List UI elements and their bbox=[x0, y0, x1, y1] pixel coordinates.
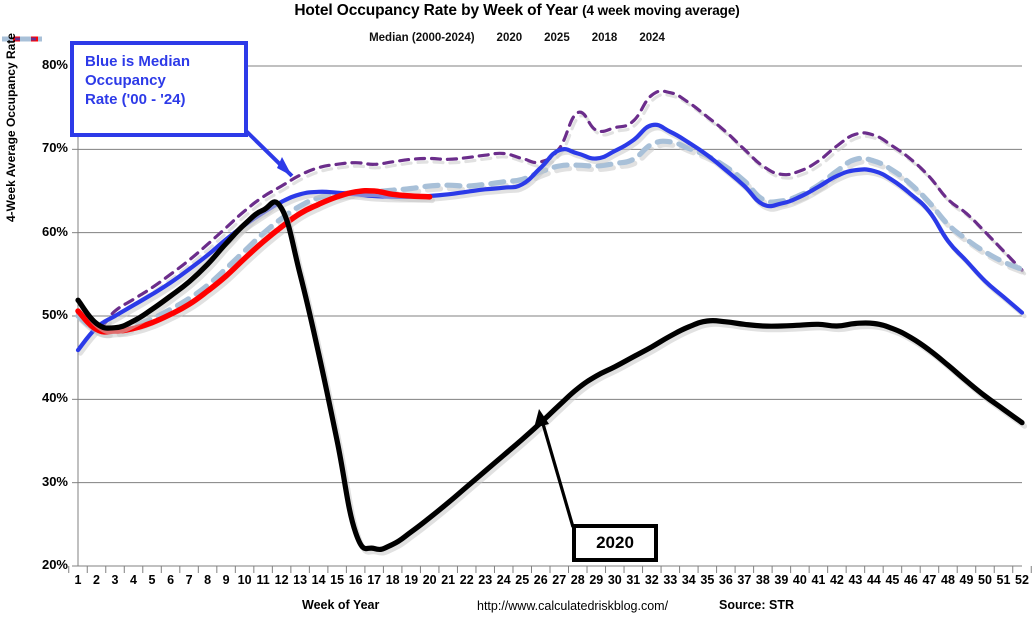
y-tick-label: 30% bbox=[41, 473, 68, 489]
x-tick-label: 20 bbox=[422, 573, 437, 587]
x-tick-label: 8 bbox=[204, 573, 212, 587]
x-tick-label: 3 bbox=[111, 573, 119, 587]
x-tick-label: 24 bbox=[496, 573, 511, 587]
x-tick-label: 47 bbox=[922, 573, 937, 587]
year-callout-label: 2020 bbox=[596, 533, 634, 552]
x-tick-label: 36 bbox=[718, 573, 733, 587]
x-tick-label: 30 bbox=[607, 573, 622, 587]
footer-x-axis-label: Week of Year bbox=[302, 598, 380, 612]
legend-swatch-icon bbox=[2, 36, 42, 42]
chart-title-main: Hotel Occupancy Rate by Week of Year bbox=[294, 2, 583, 19]
x-tick-label: 40 bbox=[792, 573, 807, 587]
y-axis-title: 4-Week Average Occupancy Rate bbox=[4, 33, 18, 222]
y-tick-label: 20% bbox=[41, 557, 68, 572]
x-tick-label: 16 bbox=[348, 573, 363, 587]
legend-label: 2018 bbox=[591, 32, 618, 44]
x-tick-label: 18 bbox=[385, 573, 400, 587]
x-tick-label: 44 bbox=[866, 573, 881, 587]
footer-url: http://www.calculatedriskblog.com/ bbox=[477, 599, 669, 613]
x-tick-label: 28 bbox=[570, 573, 585, 587]
x-tick-label: 2 bbox=[93, 573, 100, 587]
x-tick-label: 49 bbox=[959, 573, 974, 587]
median-callout-line3: Rate ('00 - '24) bbox=[85, 91, 186, 108]
x-tick-label: 39 bbox=[774, 573, 789, 587]
x-tick-label: 37 bbox=[737, 573, 752, 587]
x-tick-label: 9 bbox=[222, 573, 230, 587]
x-tick-label: 26 bbox=[533, 573, 548, 587]
median-callout-arrow bbox=[241, 126, 294, 178]
page-title: Hotel Occupancy Rate by Week of Year (4 … bbox=[0, 2, 1034, 20]
legend-label: 2025 bbox=[544, 32, 570, 44]
chart-title-sub: (4 week moving average) bbox=[582, 3, 740, 18]
series-line-2025 bbox=[75, 187, 433, 335]
legend-label: 2020 bbox=[496, 32, 523, 44]
x-tick-label: 42 bbox=[829, 573, 844, 587]
x-tick-label: 17 bbox=[367, 573, 382, 587]
x-tick-label: 15 bbox=[330, 573, 345, 587]
x-tick-label: 19 bbox=[404, 573, 419, 587]
footer-source: Source: STR bbox=[719, 598, 795, 612]
x-tick-label: 41 bbox=[811, 573, 826, 587]
series-line-2024 bbox=[75, 138, 1025, 335]
x-tick-label: 31 bbox=[626, 573, 641, 587]
x-tick-label: 46 bbox=[903, 573, 918, 587]
x-tick-label: 13 bbox=[293, 573, 308, 587]
x-tick-label: 51 bbox=[996, 573, 1011, 587]
x-tick-label: 4 bbox=[130, 573, 137, 587]
x-tick-label: 27 bbox=[552, 573, 567, 587]
y-tick-label: 70% bbox=[41, 140, 68, 156]
x-tick-label: 43 bbox=[848, 573, 863, 587]
x-tick-label: 1 bbox=[74, 573, 82, 587]
median-callout-box: Blue is Median Occupancy Rate ('00 - '24… bbox=[70, 41, 248, 137]
x-tick-label: 12 bbox=[274, 573, 289, 587]
x-tick-label: 34 bbox=[681, 573, 696, 587]
median-callout-line2: Occupancy bbox=[85, 72, 166, 89]
median-callout-line1: Blue is Median bbox=[85, 53, 191, 70]
x-tick-label: 14 bbox=[311, 573, 326, 587]
x-tick-label: 48 bbox=[941, 573, 955, 587]
year-callout-box: 2020 bbox=[572, 524, 658, 562]
x-tick-label: 11 bbox=[256, 573, 270, 587]
x-tick-label: 29 bbox=[589, 573, 604, 587]
x-tick-label: 10 bbox=[237, 573, 252, 587]
y-tick-label: 40% bbox=[41, 390, 68, 406]
y-tick-label: 60% bbox=[41, 223, 68, 239]
legend-label: 2024 bbox=[639, 32, 665, 44]
x-tick-label: 38 bbox=[755, 573, 770, 587]
x-tick-label: 52 bbox=[1015, 573, 1029, 587]
legend-item-2024[interactable]: 2024 bbox=[2, 32, 665, 44]
x-tick-label: 6 bbox=[167, 573, 175, 587]
chart-legend: Median (2000-2024) 2020 2025 2018 2024 bbox=[0, 32, 1034, 44]
x-tick-label: 32 bbox=[644, 573, 659, 587]
x-tick-label: 21 bbox=[441, 573, 456, 587]
x-tick-label: 50 bbox=[978, 573, 992, 587]
x-tick-label: 35 bbox=[700, 573, 715, 587]
x-tick-label: 45 bbox=[885, 573, 900, 587]
x-tick-label: 23 bbox=[478, 573, 493, 587]
x-tick-label: 7 bbox=[185, 573, 193, 587]
x-tick-label: 25 bbox=[515, 573, 530, 587]
y-tick-label: 80% bbox=[41, 57, 68, 72]
x-tick-label: 5 bbox=[148, 573, 156, 587]
legend-label: Median (2000-2024) bbox=[369, 32, 475, 44]
series-shadow-2025 bbox=[77, 191, 435, 339]
x-tick-label: 33 bbox=[663, 573, 678, 587]
y-tick-label: 50% bbox=[41, 307, 68, 322]
year-callout-arrow bbox=[534, 409, 575, 528]
x-tick-label: 22 bbox=[459, 573, 474, 587]
